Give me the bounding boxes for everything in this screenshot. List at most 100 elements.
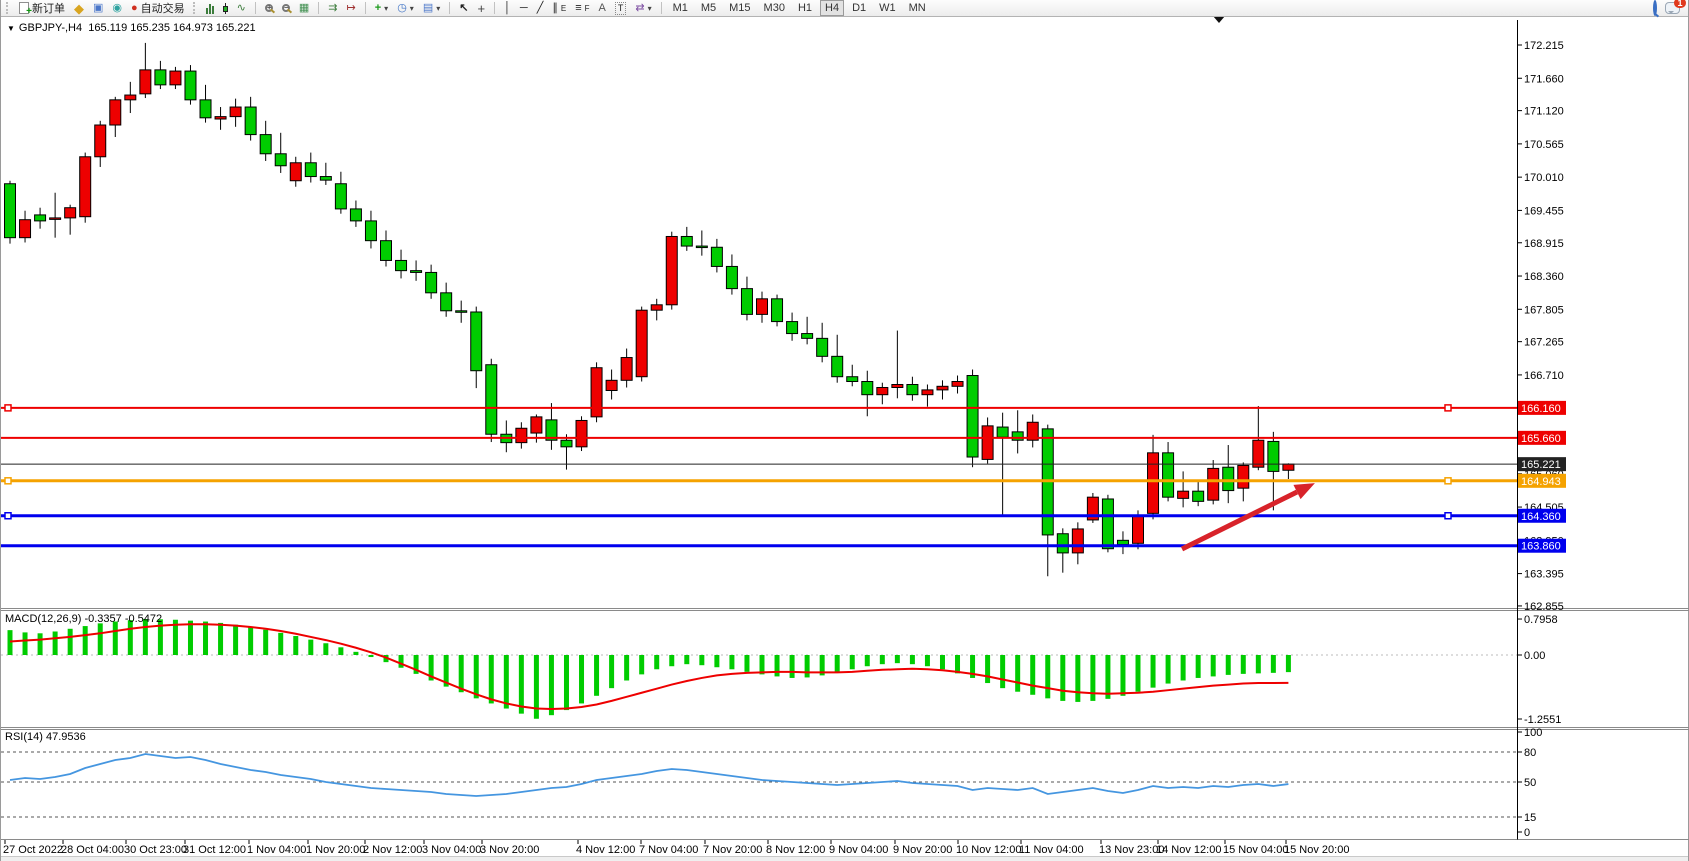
price-tick-label: 171.120 xyxy=(1524,106,1564,118)
new-order-button[interactable]: + 新订单 xyxy=(16,1,68,17)
timeframe-m15[interactable]: M15 xyxy=(729,2,751,14)
macd-axis-label: 0.00 xyxy=(1524,650,1545,662)
line-handle[interactable] xyxy=(1444,477,1452,485)
chevron-down-icon: ▾ xyxy=(409,3,414,13)
candle xyxy=(410,270,423,273)
time-label: 7 Nov 20:00 xyxy=(703,844,762,856)
rsi-axis-label: 50 xyxy=(1524,777,1536,789)
zoom-in-button[interactable]: + xyxy=(262,1,276,16)
price-tick-label: 170.010 xyxy=(1524,172,1564,184)
candle xyxy=(244,106,257,136)
timeframe-h4[interactable]: H4 xyxy=(820,0,845,16)
timeframe-m5[interactable]: M5 xyxy=(700,2,717,14)
time-label: 30 Oct 23:00 xyxy=(124,844,187,856)
macd-bar xyxy=(1285,655,1291,673)
toolbar-drag-handle[interactable] xyxy=(192,2,198,14)
tile-windows-button[interactable]: ▦ xyxy=(296,1,312,16)
channel-tool-button[interactable]: ∥ E xyxy=(549,1,569,16)
line-handle[interactable] xyxy=(1444,404,1452,412)
rsi-indicator-label: RSI(14) 47.9536 xyxy=(5,731,86,743)
cursor-tool-button[interactable]: ↖ xyxy=(456,1,471,16)
macd-bar xyxy=(955,655,961,674)
macd-bar xyxy=(293,636,299,655)
templates-button[interactable]: ▤ ▾ xyxy=(420,1,443,16)
timeframe-mn[interactable]: MN xyxy=(908,2,926,14)
line-handle[interactable] xyxy=(4,404,12,412)
timeframe-d1[interactable]: D1 xyxy=(852,2,867,14)
rsi-axis-label: 100 xyxy=(1524,727,1542,739)
fibonacci-tool-button[interactable]: ≡ F xyxy=(572,1,592,16)
chart-menu-icon[interactable]: ▼ xyxy=(7,24,15,33)
indicators-button[interactable]: + ▾ xyxy=(372,1,391,16)
horizontal-line-tool-button[interactable]: ─ xyxy=(517,1,531,16)
macd-bar xyxy=(939,655,945,670)
depth-of-market-button[interactable]: ◆ xyxy=(71,1,87,16)
price-badge xyxy=(1518,457,1566,472)
macd-bar xyxy=(879,655,885,665)
macd-bar xyxy=(1225,655,1231,675)
macd-bar xyxy=(1135,655,1141,692)
time-label: 11 Nov 04:00 xyxy=(1019,844,1084,856)
line-chart-mode-button[interactable]: ∿ xyxy=(234,1,249,16)
price-badge-label: 164.943 xyxy=(1521,476,1561,488)
macd-bar xyxy=(909,655,915,665)
auto-trading-button[interactable]: ● 自动交易 xyxy=(128,1,188,16)
price-badge xyxy=(1518,430,1566,445)
search-button[interactable] xyxy=(1653,0,1657,16)
candle xyxy=(831,355,844,378)
signals-button[interactable]: ◉ xyxy=(109,1,125,16)
trendline-tool-button[interactable]: ╱ xyxy=(534,1,547,16)
price-badge-label: 165.221 xyxy=(1521,459,1561,471)
macd-bar xyxy=(548,655,554,716)
line-handle[interactable] xyxy=(4,477,12,485)
macd-bar xyxy=(533,655,539,719)
candlestick-mode-button[interactable] xyxy=(220,1,231,16)
timeframe-h1[interactable]: H1 xyxy=(797,2,813,14)
line-handle[interactable] xyxy=(4,512,12,520)
candle xyxy=(861,381,874,396)
trend-arrow[interactable] xyxy=(1180,489,1299,552)
macd-bar xyxy=(233,624,239,655)
timeframe-w1[interactable]: W1 xyxy=(879,2,896,14)
crosshair-tool-button[interactable]: + xyxy=(474,1,488,16)
zoom-out-button[interactable]: − xyxy=(279,1,293,16)
separator xyxy=(318,2,320,14)
macd-bar xyxy=(699,655,705,666)
arrows-tool-button[interactable]: ⇄ ▾ xyxy=(632,1,654,16)
price-tick-label: 172.215 xyxy=(1524,40,1564,52)
bar-chart-icon xyxy=(205,3,214,14)
macd-bar xyxy=(1105,655,1111,699)
chart-shift-marker[interactable] xyxy=(1213,16,1225,23)
price-badge xyxy=(1518,400,1566,415)
macd-bar xyxy=(970,655,976,678)
new-chart-button[interactable]: ▣ xyxy=(90,1,106,16)
price-tick-label: 168.915 xyxy=(1524,238,1564,250)
price-tick-label: 169.455 xyxy=(1524,205,1564,217)
chevron-down-icon: ▾ xyxy=(384,3,389,13)
macd-bar xyxy=(127,620,133,655)
time-label: 3 Nov 20:00 xyxy=(480,844,539,856)
macd-bar xyxy=(1120,655,1126,696)
channel-letter: E xyxy=(560,3,567,13)
text-tool-button[interactable]: A xyxy=(596,1,609,16)
chart-title: ▼ GBPJPY-,H4 165.119 165.235 164.973 165.… xyxy=(7,22,256,34)
rsi-axis-label: 15 xyxy=(1524,812,1536,824)
candle xyxy=(485,364,498,435)
vertical-line-icon: │ xyxy=(504,1,511,14)
macd-bar xyxy=(278,632,284,655)
text-label-tool-button[interactable]: T xyxy=(612,1,630,16)
auto-scroll-button[interactable]: ⇉ xyxy=(325,1,340,16)
periods-button[interactable]: ◷ ▾ xyxy=(394,1,417,16)
timeframe-m1[interactable]: M1 xyxy=(672,2,688,14)
toolbar-drag-handle[interactable] xyxy=(6,2,11,14)
vertical-line-tool-button[interactable]: │ xyxy=(501,1,514,16)
candle xyxy=(199,99,212,119)
bar-chart-mode-button[interactable] xyxy=(203,1,217,16)
macd-bar xyxy=(368,655,374,658)
line-handle[interactable] xyxy=(1444,512,1452,520)
timeframe-m30[interactable]: M30 xyxy=(763,2,785,14)
zoom-out-icon: − xyxy=(281,3,290,12)
chart-shift-button[interactable]: ↦ xyxy=(344,1,359,16)
notifications-button[interactable]: 1 xyxy=(1665,0,1686,14)
